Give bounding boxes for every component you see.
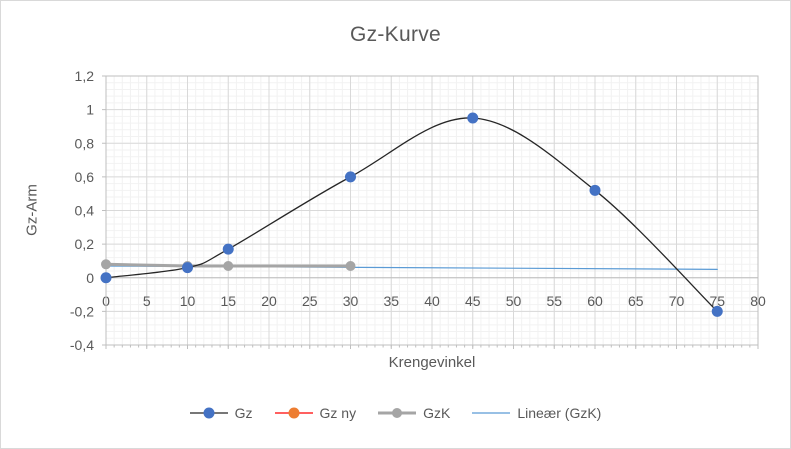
x-tick-label: 25 bbox=[302, 293, 318, 309]
legend-marker-gz-ny bbox=[288, 407, 300, 419]
legend-item-linear-gzk[interactable]: Lineær (GzK) bbox=[472, 405, 601, 421]
series-line-gzk[interactable] bbox=[104, 262, 352, 268]
x-tick-label: 15 bbox=[220, 293, 236, 309]
chart-title[interactable]: Gz-Kurve bbox=[349, 23, 442, 46]
x-tick-label: 30 bbox=[343, 293, 359, 309]
legend: Gz Gz ny GzK Lineær (GzK) bbox=[1, 405, 790, 421]
y-tick-label: 0 bbox=[86, 270, 94, 286]
legend-label-gz-ny: Gz ny bbox=[319, 405, 357, 421]
data-point-gz[interactable] bbox=[711, 305, 723, 317]
x-tick-label: 75 bbox=[709, 293, 725, 309]
data-point-gz[interactable] bbox=[345, 171, 356, 183]
data-point-gzk[interactable] bbox=[223, 260, 234, 271]
y-tick-label: 1,2 bbox=[75, 68, 95, 84]
x-tick-label: 35 bbox=[383, 293, 399, 309]
y-axis-title[interactable]: Gz-Arm bbox=[23, 184, 41, 236]
x-tick-label: 45 bbox=[465, 293, 481, 309]
x-axis-title[interactable]: Krengevinkel bbox=[388, 354, 476, 371]
y-tick-label: 0,8 bbox=[75, 135, 95, 151]
data-point-gzk[interactable] bbox=[101, 259, 111, 270]
legend-swatch-gz bbox=[189, 407, 228, 419]
y-tick-label: 1 bbox=[86, 102, 94, 118]
plot-border bbox=[105, 75, 759, 346]
legend-item-gzk[interactable]: GzK bbox=[378, 405, 450, 421]
legend-item-gz[interactable]: Gz bbox=[189, 405, 253, 421]
series-line-gz[interactable] bbox=[105, 117, 718, 313]
data-point-gz[interactable] bbox=[467, 112, 479, 124]
data-point-gz[interactable] bbox=[100, 272, 112, 284]
y-tick-label: 0,6 bbox=[75, 169, 95, 185]
legend-swatch-gz-ny bbox=[274, 407, 313, 419]
x-tick-label: 65 bbox=[628, 293, 644, 309]
legend-label-gzk: GzK bbox=[423, 405, 451, 421]
data-point-gz[interactable] bbox=[182, 262, 193, 274]
legend-swatch-linear-gzk bbox=[472, 412, 511, 414]
x-tick-label: 40 bbox=[424, 293, 440, 309]
y-tick-label: -0,2 bbox=[70, 303, 94, 319]
legend-swatch-gzk bbox=[378, 408, 417, 418]
y-tick-label: 0,2 bbox=[75, 236, 95, 252]
x-tick-label: 55 bbox=[546, 293, 562, 309]
data-point-gz[interactable] bbox=[589, 184, 601, 196]
x-tick-label: 60 bbox=[587, 293, 603, 309]
legend-label-gz: Gz bbox=[234, 405, 253, 421]
legend-label-linear-gzk: Lineær (GzK) bbox=[517, 405, 602, 421]
x-tick-label: 70 bbox=[669, 293, 685, 309]
legend-marker-gz bbox=[203, 407, 215, 419]
x-tick-label: 5 bbox=[143, 293, 151, 309]
y-tick-label: 0,4 bbox=[75, 203, 95, 219]
y-tick-label: -0,4 bbox=[70, 337, 94, 353]
x-tick-label: 10 bbox=[180, 293, 196, 309]
data-point-gzk[interactable] bbox=[345, 260, 356, 271]
legend-marker-gzk bbox=[392, 408, 403, 418]
data-point-gz[interactable] bbox=[222, 243, 234, 255]
x-tick-label: 20 bbox=[261, 293, 277, 309]
legend-item-gz-ny[interactable]: Gz ny bbox=[274, 405, 357, 421]
x-tick-label: 50 bbox=[506, 293, 522, 309]
